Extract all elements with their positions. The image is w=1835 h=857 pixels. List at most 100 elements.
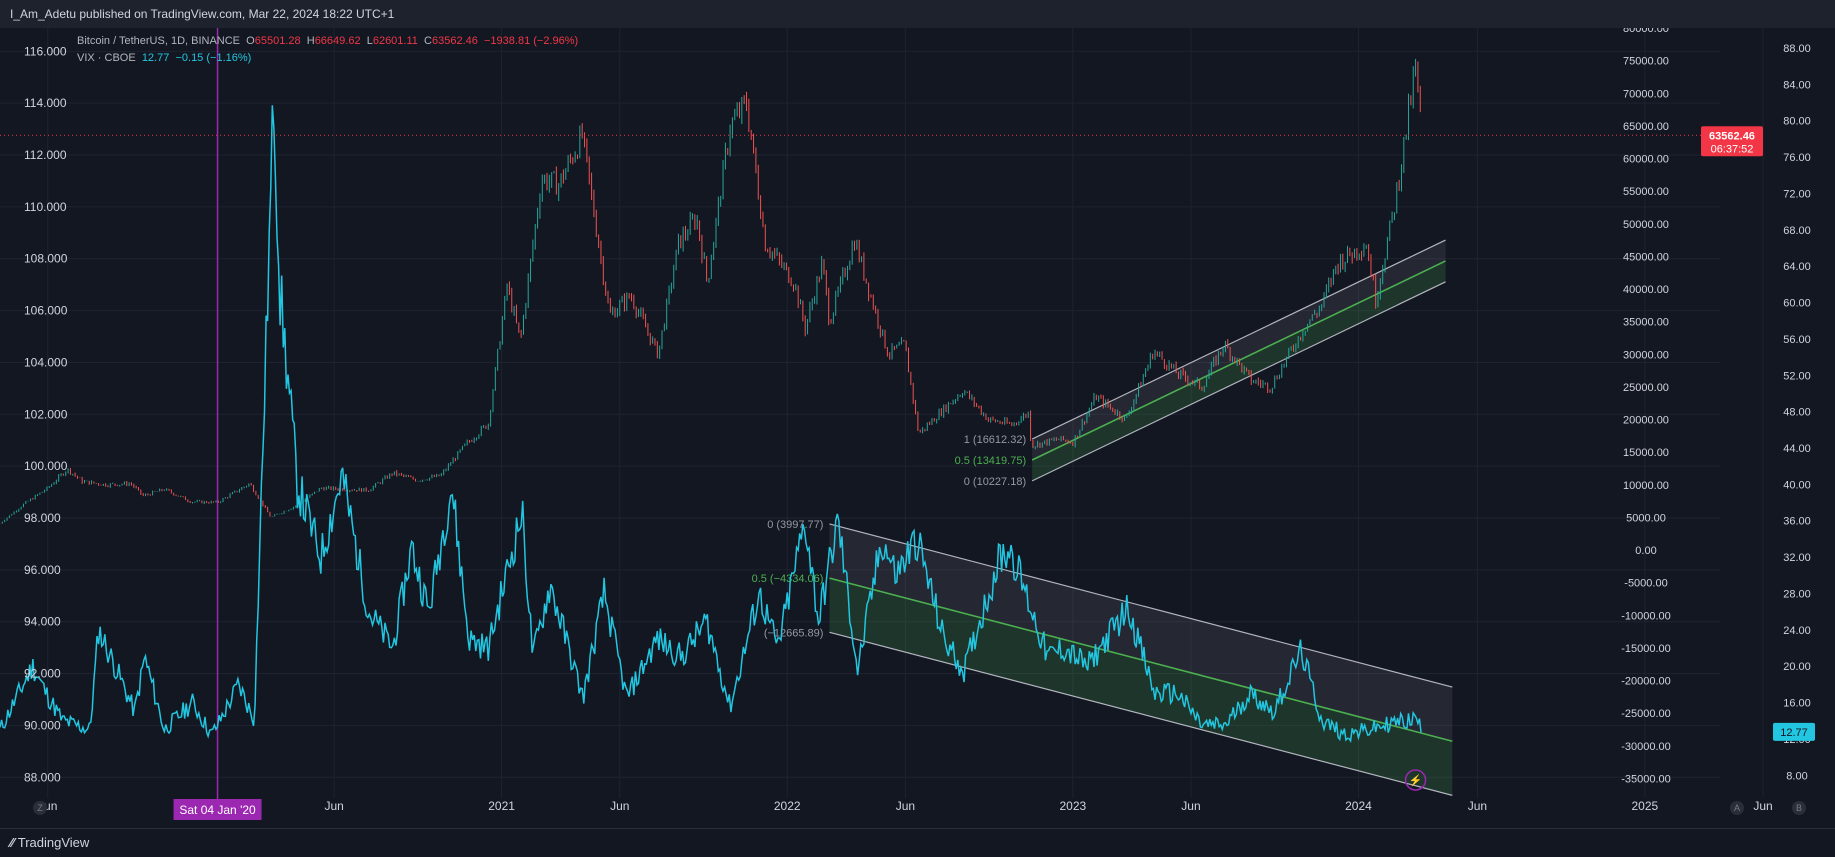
vix-change: −0.15 (−1.16%): [175, 52, 252, 64]
vix-axis-tick: 88.00: [1783, 43, 1811, 55]
btc-axis-tick: -30000.00: [1621, 741, 1671, 753]
axes: 116.000 114.000 112.000 110.000 108.000 106.0…: [24, 28, 1811, 813]
vix-line: [0, 105, 1422, 744]
vix-axis-tick: 8.00: [1786, 770, 1807, 782]
channel-label: 0 (10227.18): [964, 476, 1026, 488]
vix-axis-tick: 68.00: [1783, 225, 1811, 237]
btc-low: 62601.11: [372, 35, 418, 47]
btc-axis-tick: 35000.00: [1623, 317, 1669, 329]
vix-axis-tick: 24.00: [1783, 625, 1811, 637]
x-axis-tick: Jun: [1468, 799, 1487, 813]
vix-axis-tick: 28.00: [1783, 588, 1811, 600]
published-header: I_Am_Adetu published on TradingView.com,…: [0, 0, 1835, 28]
channel-midline: [1031, 260, 1446, 461]
channel-label: 0.5 (−4334.06): [752, 573, 824, 585]
vix-axis-tick: 56.00: [1783, 334, 1811, 346]
vix-legend-label: VIX · CBOE: [77, 52, 136, 64]
channel-label: 0.5 (13419.75): [955, 455, 1027, 467]
btc-axis-tick: 25000.00: [1623, 382, 1669, 394]
btc-axis-tick: 50000.00: [1623, 219, 1669, 231]
btc-axis-tick: 10000.00: [1623, 480, 1669, 492]
x-axis-tick: 2021: [488, 799, 515, 813]
footer-bar: ⁄⁄ TradingView: [0, 828, 1835, 857]
vix-axis-tick: 40.00: [1783, 479, 1811, 491]
btc-high: 66649.62: [314, 35, 361, 47]
channel-label: 0 (3997.77): [767, 519, 823, 531]
vix-legend-row: VIX · CBOE 12.77 −0.15 (−1.16%): [77, 50, 578, 67]
last-price-value: 63562.46: [1709, 130, 1755, 142]
btc-axis-tick: -10000.00: [1621, 610, 1671, 622]
btc-open-label: O: [246, 35, 255, 47]
btc-axis-tick: -5000.00: [1624, 578, 1667, 590]
vix-axis-tick: 20.00: [1783, 661, 1811, 673]
last-price-tag: [1701, 126, 1763, 157]
channel-lower-fill: [1032, 260, 1446, 481]
btc-axis-tick: -15000.00: [1621, 643, 1671, 655]
z-scale-button[interactable]: Z: [33, 801, 47, 815]
vix-axis-tick: 72.00: [1783, 188, 1811, 200]
chart-legend: Bitcoin / TetherUS, 1D, BINANCE O65501.2…: [77, 33, 578, 67]
btc-axis-tick: 65000.00: [1623, 121, 1669, 133]
btc-close: 63562.46: [431, 35, 478, 47]
left-axis-tick: 112.000: [24, 148, 67, 162]
vix-axis-tick: 60.00: [1783, 298, 1811, 310]
vix-axis-tick: 52.00: [1783, 370, 1811, 382]
x-axis-tick: Jun: [324, 799, 343, 813]
vix-axis-tick: 44.00: [1783, 443, 1811, 455]
crosshair-date: Sat 04 Jan '20: [179, 803, 256, 817]
vix-axis-tick: 80.00: [1783, 116, 1811, 128]
b-scale-button[interactable]: B: [1792, 801, 1806, 815]
left-axis-tick: 110.000: [24, 200, 67, 214]
x-axis-tick: Jun: [1181, 799, 1200, 813]
btc-axis-tick: 15000.00: [1623, 447, 1669, 459]
crosshair-date-tag: [173, 799, 262, 820]
channel-label: 1 (16612.32): [964, 434, 1026, 446]
channel-label: (−12665.89): [764, 627, 824, 639]
tradingview-logo-icon: ⁄⁄: [10, 835, 15, 850]
btc-axis-tick: 60000.00: [1623, 154, 1669, 166]
btc-axis-tick: 70000.00: [1623, 88, 1669, 100]
btc-axis-tick: 5000.00: [1626, 512, 1666, 524]
left-axis-tick: 114.000: [24, 96, 67, 110]
btc-axis-tick: -20000.00: [1621, 676, 1671, 688]
btc-axis-tick: 20000.00: [1623, 415, 1669, 427]
vix-axis-tick: 48.00: [1783, 407, 1811, 419]
x-axis-tick: Jun: [896, 799, 915, 813]
chart-plot[interactable]: 1 (16612.32) 0.5 (13419.75) 0 (10227.18) 0 …: [0, 28, 1835, 828]
vix-axis-tick: 84.00: [1783, 79, 1811, 91]
x-axis-tick: 2025: [1631, 799, 1658, 813]
vix-series: [0, 105, 1422, 744]
btc-axis-tick: 55000.00: [1623, 186, 1669, 198]
x-axis-tick: 2024: [1345, 799, 1372, 813]
btc-axis-tick: 75000.00: [1623, 56, 1669, 68]
left-axis-tick: 108.000: [24, 252, 68, 266]
last-price-countdown: 06:37:52: [1711, 143, 1754, 155]
btc-close-label: C: [424, 35, 432, 47]
btc-axis-tick: 45000.00: [1623, 251, 1669, 263]
btc-change: −1938.81 (−2.96%): [484, 35, 579, 47]
channel-drawings: 1 (16612.32) 0.5 (13419.75) 0 (10227.18) 0 …: [752, 239, 1453, 796]
btc-low-label: L: [366, 35, 373, 47]
last-vix-value: 12.77: [1780, 727, 1808, 739]
left-axis-tick: 88.000: [24, 770, 61, 784]
left-axis-tick: 116.000: [24, 44, 67, 58]
left-axis-tick: 102.000: [24, 407, 68, 421]
left-axis-tick: 100.000: [24, 459, 68, 473]
x-axis-tick: 2023: [1059, 799, 1086, 813]
left-axis-tick: 104.000: [24, 355, 68, 369]
left-axis-tick: 94.000: [24, 615, 61, 629]
vix-axis-tick: 76.00: [1783, 152, 1811, 164]
channel-upper-fill: [829, 523, 1453, 742]
vix-axis-tick: 64.00: [1783, 261, 1811, 273]
x-axis-tick: Jun: [1753, 799, 1772, 813]
vix-value: 12.77: [141, 52, 170, 64]
last-vix-tag: [1773, 722, 1815, 741]
channel-upper-fill: [1032, 240, 1446, 460]
auto-scale-button[interactable]: A: [1730, 801, 1744, 815]
btc-axis-tick: 0.00: [1635, 545, 1656, 557]
btc-axis-tick: 30000.00: [1623, 349, 1669, 361]
btc-high-label: H: [306, 35, 315, 47]
channel-bottom-line: [1031, 281, 1446, 482]
btc-open: 65501.28: [254, 35, 301, 47]
